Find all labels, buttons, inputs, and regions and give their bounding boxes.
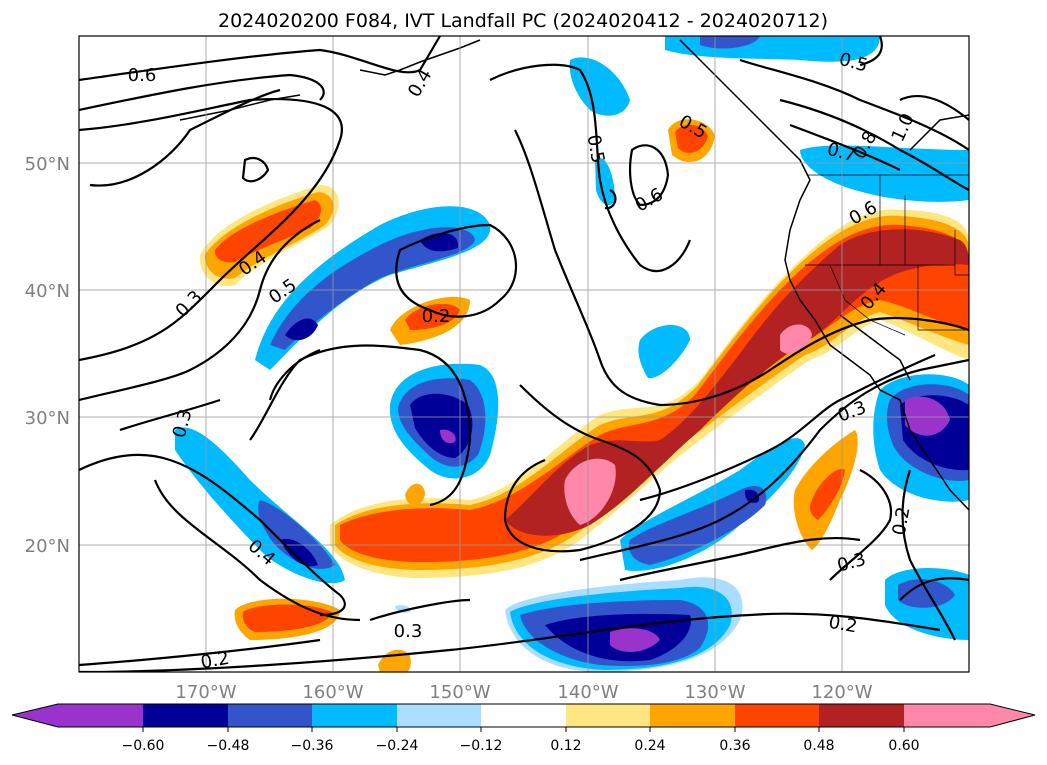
positive-anomaly-region — [780, 324, 812, 355]
colorbar-tick-label: −0.24 — [376, 738, 419, 754]
lon-label: 130°W — [684, 682, 745, 703]
negative-anomaly-regions — [175, 36, 969, 672]
colorbar-tick-label: −0.36 — [291, 738, 334, 754]
colorbar-segment — [312, 704, 397, 727]
negative-anomaly-region — [638, 325, 690, 379]
colorbar-segment — [143, 704, 228, 727]
lon-label: 120°W — [811, 682, 872, 703]
colorbar-ticks — [142, 727, 905, 732]
contour-label: 0.5 — [583, 133, 609, 165]
map-area: 0.6 0.4 0.5 0.5 0.6 0.5 0.7 0.8 1.0 0.6 … — [79, 36, 969, 674]
colorbar-segment — [819, 704, 904, 727]
negative-anomaly-region — [410, 393, 473, 458]
positive-anomaly-region — [505, 229, 969, 536]
colorbar-tick-label: 0.24 — [634, 738, 665, 754]
positive-anomaly-region — [242, 604, 332, 632]
negative-anomaly-region — [285, 318, 318, 341]
lat-label: 30°N — [25, 408, 70, 429]
colorbar: −0.60 −0.48 −0.36 −0.24 −0.12 0.12 0.24 … — [11, 703, 1036, 754]
colorbar-segment-left-extend — [12, 704, 143, 727]
negative-anomaly-region — [440, 429, 456, 444]
lat-label: 20°N — [25, 536, 70, 557]
contour-label: 0.6 — [128, 65, 157, 86]
colorbar-segment — [481, 704, 566, 727]
colorbar-segment — [735, 704, 819, 727]
negative-anomaly-region — [270, 227, 475, 350]
lon-label: 170°W — [175, 682, 236, 703]
lat-label: 40°N — [25, 281, 70, 302]
gridlines — [79, 36, 969, 672]
positive-anomaly-region — [405, 303, 460, 330]
negative-anomaly-region — [569, 57, 630, 116]
colorbar-segment-right-extend — [904, 704, 1035, 727]
positive-anomaly-region — [675, 124, 708, 153]
contour-label: 0.2 — [422, 306, 451, 327]
colorbar-tick-label: 0.12 — [550, 738, 581, 754]
contour-label: 0.2 — [827, 612, 859, 638]
negative-anomaly-region — [258, 500, 335, 569]
map-title: 2024020200 F084, IVT Landfall PC (202402… — [218, 10, 828, 32]
lon-label: 150°W — [429, 682, 490, 703]
colorbar-tick-label: −0.48 — [207, 738, 250, 754]
lat-label: 50°N — [25, 154, 70, 175]
positive-anomaly-region — [214, 200, 322, 263]
map-frame — [78, 35, 970, 673]
positive-anomaly-region — [810, 469, 845, 520]
colorbar-segment — [397, 704, 481, 727]
colorbar-segment — [650, 704, 735, 727]
colorbar-segment — [228, 704, 312, 727]
negative-anomaly-region — [898, 579, 955, 608]
contour-label: 0.2 — [889, 505, 915, 537]
negative-anomaly-region — [905, 396, 950, 436]
coastlines — [179, 39, 969, 511]
colorbar-segment — [566, 704, 650, 727]
latitude-labels: 50°N 40°N 30°N 20°N — [25, 154, 70, 557]
colorbar-outline — [11, 703, 1036, 728]
lon-label: 160°W — [302, 682, 363, 703]
colorbar-tick-label: −0.12 — [460, 738, 503, 754]
colorbar-tick-label: 0.48 — [803, 738, 834, 754]
contour-label: 0.3 — [394, 621, 423, 642]
contour-label: 0.2 — [199, 648, 231, 674]
contour-lines — [79, 36, 969, 672]
colorbar-tick-label: 0.36 — [719, 738, 750, 754]
colorbar-tick-label: −0.60 — [122, 738, 165, 754]
colorbar-tick-label: 0.60 — [888, 738, 919, 754]
positive-anomaly-region — [564, 458, 616, 525]
negative-anomaly-region — [595, 157, 615, 206]
negative-anomaly-region — [744, 489, 760, 503]
lon-label: 140°W — [557, 682, 618, 703]
negative-anomaly-region — [280, 538, 318, 567]
political-boundaries — [805, 174, 969, 336]
longitude-labels: 170°W 160°W 150°W 140°W 130°W 120°W — [175, 682, 872, 703]
negative-anomaly-region — [610, 628, 660, 652]
positive-anomaly-region — [405, 483, 425, 507]
